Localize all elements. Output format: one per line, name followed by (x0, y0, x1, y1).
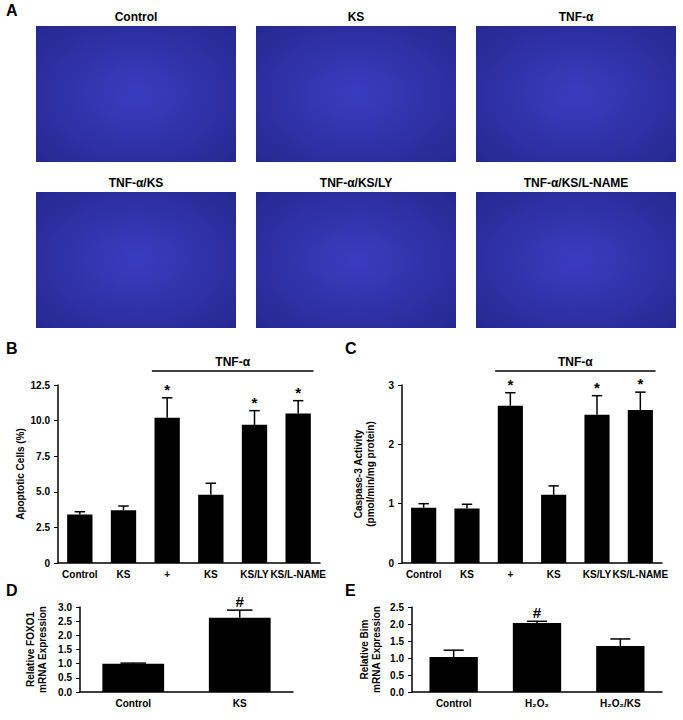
svg-text:KS: KS (204, 569, 218, 580)
svg-text:TNF-α: TNF-α (215, 355, 250, 369)
svg-text:*: * (295, 384, 301, 401)
svg-text:A: A (6, 2, 18, 19)
svg-text:KS: KS (117, 569, 131, 580)
svg-text:KS/LY: KS/LY (240, 569, 269, 580)
svg-text:0.5: 0.5 (58, 672, 72, 683)
svg-text:Control: Control (115, 698, 151, 709)
svg-text:Caspase-3 Activity: Caspase-3 Activity (353, 429, 364, 518)
svg-text:*: * (637, 375, 643, 392)
svg-text:2.5: 2.5 (58, 616, 72, 627)
svg-text:mRNA Expression: mRNA Expression (37, 606, 48, 693)
svg-text:1: 1 (388, 498, 394, 509)
svg-text:5.0: 5.0 (36, 486, 50, 497)
svg-text:H₂O₂: H₂O₂ (525, 698, 549, 709)
svg-text:E: E (345, 582, 356, 599)
svg-text:10.0: 10.0 (31, 415, 51, 426)
svg-text:+: + (164, 569, 170, 580)
svg-text:Relative FOXO1: Relative FOXO1 (25, 612, 36, 687)
svg-text:D: D (6, 582, 18, 599)
svg-text:1.0: 1.0 (58, 658, 72, 669)
svg-text:KS/L-NAME: KS/L-NAME (270, 569, 326, 580)
svg-text:TNF-α/KS/L-NAME: TNF-α/KS/L-NAME (524, 176, 629, 190)
svg-text:*: * (252, 394, 258, 411)
svg-text:Control: Control (115, 10, 158, 24)
svg-text:2.5: 2.5 (390, 602, 404, 613)
svg-text:KS: KS (547, 569, 561, 580)
svg-text:C: C (345, 340, 357, 357)
svg-text:Apoptotic Cells (%): Apoptotic Cells (%) (15, 428, 26, 520)
svg-text:2.0: 2.0 (390, 619, 404, 630)
svg-text:0.0: 0.0 (390, 687, 404, 698)
svg-text:1.5: 1.5 (58, 644, 72, 655)
svg-text:TNF-α/KS: TNF-α/KS (109, 176, 164, 190)
svg-text:Relative Bim: Relative Bim (359, 619, 370, 679)
svg-text:KS: KS (233, 698, 247, 709)
svg-text:*: * (507, 376, 513, 393)
svg-text:+: + (507, 569, 513, 580)
svg-text:3: 3 (388, 380, 394, 391)
svg-text:#: # (533, 604, 542, 621)
svg-text:TNF-α: TNF-α (559, 10, 594, 24)
svg-text:KS/LY: KS/LY (583, 569, 612, 580)
svg-text:7.5: 7.5 (36, 451, 50, 462)
svg-text:1.5: 1.5 (390, 636, 404, 647)
svg-text:H₂O₂/KS: H₂O₂/KS (600, 698, 641, 709)
svg-text:TNF-α: TNF-α (558, 355, 593, 369)
svg-text:0.0: 0.0 (58, 687, 72, 698)
svg-text:Control: Control (436, 698, 472, 709)
svg-text:*: * (594, 379, 600, 396)
svg-text:KS: KS (348, 10, 365, 24)
svg-text:B: B (6, 340, 18, 357)
svg-text:0: 0 (44, 558, 50, 569)
svg-text:1.0: 1.0 (390, 653, 404, 664)
svg-text:12.5: 12.5 (31, 380, 51, 391)
svg-text:(pmol/min/mg protein): (pmol/min/mg protein) (365, 421, 376, 527)
svg-text:KS: KS (460, 569, 474, 580)
svg-text:mRNA Expression: mRNA Expression (371, 606, 382, 693)
svg-text:*: * (164, 381, 170, 398)
svg-text:#: # (236, 593, 245, 610)
svg-text:2.0: 2.0 (58, 630, 72, 641)
svg-text:2: 2 (388, 439, 394, 450)
svg-text:KS/L-NAME: KS/L-NAME (613, 569, 669, 580)
svg-text:0: 0 (388, 558, 394, 569)
svg-text:0.5: 0.5 (390, 670, 404, 681)
svg-text:TNF-α/KS/LY: TNF-α/KS/LY (320, 176, 392, 190)
svg-text:Control: Control (62, 569, 98, 580)
svg-text:2.5: 2.5 (36, 522, 50, 533)
svg-text:Control: Control (406, 569, 442, 580)
svg-text:3.0: 3.0 (58, 602, 72, 613)
